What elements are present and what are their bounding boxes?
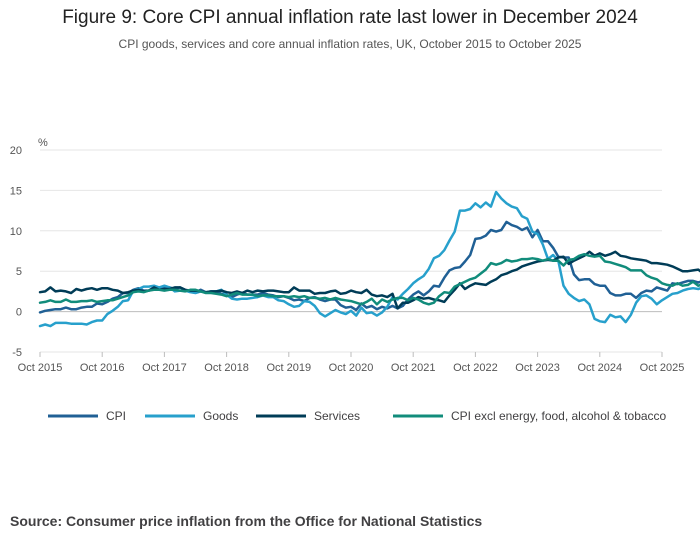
x-tick-label: Oct 2016: [80, 362, 125, 374]
x-tick-label: Oct 2018: [204, 362, 249, 374]
x-tick-label: Oct 2022: [453, 362, 498, 374]
x-tick-label: Oct 2024: [577, 362, 622, 374]
legend-label: CPI: [106, 409, 126, 423]
x-tick-label: Oct 2025: [640, 362, 685, 374]
y-tick-label: 5: [16, 266, 22, 278]
x-tick-label: Oct 2023: [515, 362, 560, 374]
legend-label: Goods: [203, 409, 238, 423]
chart-subtitle: CPI goods, services and core annual infl…: [118, 37, 582, 51]
series-line-goods: [38, 190, 700, 328]
x-tick-label: Oct 2020: [329, 362, 374, 374]
y-tick-label: 15: [10, 185, 22, 197]
y-tick-label: 10: [10, 226, 22, 238]
y-axis-unit: %: [38, 137, 48, 149]
legend-label: Services: [314, 409, 360, 423]
y-tick-label: -5: [12, 347, 22, 359]
x-tick-label: Oct 2015: [18, 362, 63, 374]
x-tick-label: Oct 2019: [266, 362, 311, 374]
y-tick-label: 0: [16, 307, 22, 319]
legend-label: CPI excl energy, food, alcohol & tobacco: [451, 409, 667, 423]
y-tick-label: 20: [10, 145, 22, 157]
source-note: Source: Consumer price inflation from th…: [10, 513, 483, 529]
chart-title: Figure 9: Core CPI annual inflation rate…: [62, 7, 638, 28]
series-line-cpi-excl-energy-food-alcohol-tobacco: [38, 252, 700, 306]
x-tick-label: Oct 2021: [391, 362, 436, 374]
x-tick-label: Oct 2017: [142, 362, 187, 374]
